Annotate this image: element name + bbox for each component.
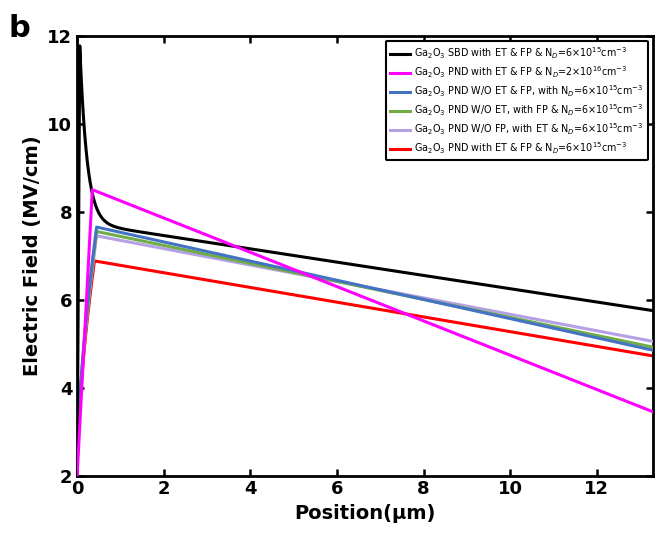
- Legend: Ga$_2$O$_3$ SBD with ET & FP & N$_D$=6×10$^{15}$cm$^{-3}$, Ga$_2$O$_3$ PND with : Ga$_2$O$_3$ SBD with ET & FP & N$_D$=6×1…: [385, 40, 648, 160]
- Text: b: b: [8, 14, 30, 43]
- X-axis label: Position(μm): Position(μm): [295, 504, 436, 523]
- Y-axis label: Electric Field (MV/cm): Electric Field (MV/cm): [23, 136, 41, 376]
